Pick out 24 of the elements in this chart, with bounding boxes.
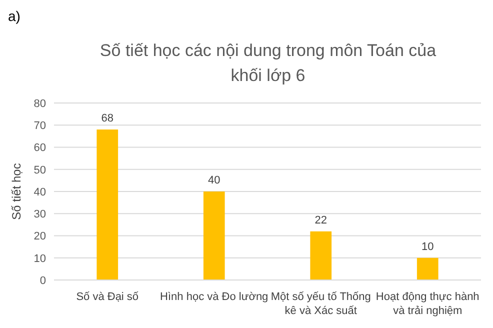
y-tick-label: 20 (34, 230, 46, 243)
data-label: 22 (314, 214, 327, 226)
data-label: 68 (101, 112, 114, 125)
bar (203, 192, 225, 280)
y-tick-label: 0 (40, 274, 46, 287)
bar (310, 231, 332, 280)
x-tick-label: Hình học và Đo lường (160, 291, 268, 303)
y-tick-label: 50 (34, 164, 46, 176)
y-tick-label: 30 (34, 208, 46, 221)
y-tick-label: 80 (34, 98, 46, 110)
bar (96, 130, 118, 280)
text: a) (8, 8, 20, 24)
x-tick-label: Số và Đại số (76, 291, 139, 303)
x-tick-label: Một số yếu tố Thống kê và Xác suất (270, 291, 371, 317)
y-tick-label: 10 (34, 252, 46, 265)
y-tick-label: 40 (34, 186, 46, 198)
x-tick-label: Hoạt động thực hành và trải nghiệm (376, 291, 480, 317)
data-label: 40 (208, 174, 220, 186)
bar (416, 258, 438, 280)
chart-title: Số tiết học các nội dung trong môn Toán của khối lớp 6 (98, 40, 438, 87)
y-tick-label: 70 (34, 120, 46, 132)
y-axis-title: Số tiết học (9, 163, 24, 220)
y-tick-label: 60 (34, 142, 46, 154)
data-label: 10 (422, 240, 434, 253)
